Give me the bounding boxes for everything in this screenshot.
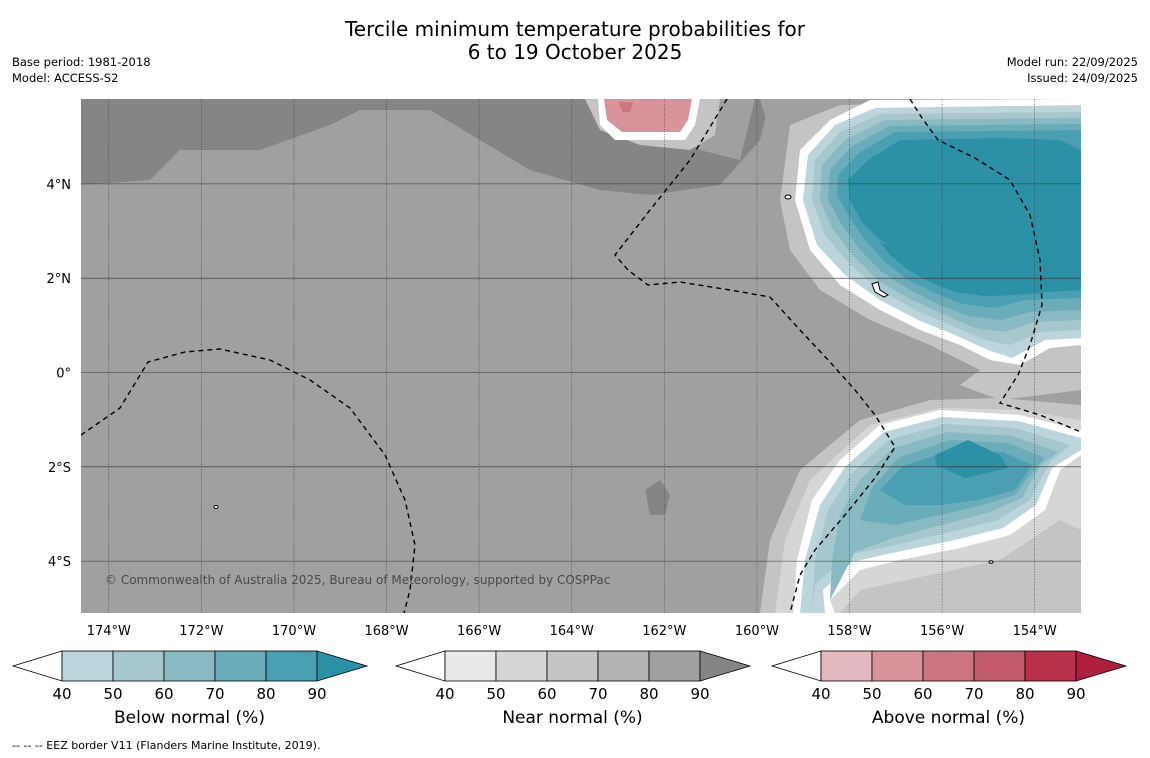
base-period-text: Base period: 1981-2018: [12, 55, 151, 69]
colorbar-segment: [648, 650, 701, 682]
colorbar-tick-label: 80: [639, 685, 658, 700]
colorbar-tick-label: 50: [862, 685, 881, 700]
islands: [213, 194, 994, 564]
model-run-text: Model run: 22/09/2025: [1006, 55, 1138, 69]
colorbar-tick-label: 50: [486, 685, 505, 700]
colorbar-segment: [112, 650, 165, 682]
lon-tick-label: 172°W: [179, 624, 223, 639]
lon-tick-label: 154°W: [1013, 624, 1057, 639]
title-line-2: 6 to 19 October 2025: [467, 40, 683, 64]
lon-tick-label: 174°W: [87, 624, 131, 639]
lon-tick-label: 160°W: [735, 624, 779, 639]
colorbar-segment: [444, 650, 497, 682]
colorbar-tick-label: 40: [52, 685, 71, 700]
colorbar-tick-label: 90: [307, 685, 326, 700]
probability-map: © Commonwealth of Australia 2025, Bureau…: [47, 99, 1081, 639]
eez-border-west: [81, 348, 416, 613]
island-cluster: [871, 281, 890, 298]
colorbar-tick-label: 80: [256, 685, 275, 700]
near-normal-90-patch-south: [645, 480, 670, 515]
colorbar-low-extend: [771, 650, 822, 682]
lon-tick-label: 168°W: [364, 624, 408, 639]
colorbar-tick-label: 90: [1066, 685, 1085, 700]
lat-tick-label: 2°S: [48, 461, 71, 476]
colorbar-label-below: Below normal (%): [114, 708, 265, 728]
colorbar-tick-label: 60: [537, 685, 556, 700]
meta-left: Base period: 1981-2018 Model: ACCESS-S2: [12, 54, 151, 86]
copyright-notice: © Commonwealth of Australia 2025, Bureau…: [105, 573, 610, 587]
colorbar-tick-label: 40: [811, 685, 830, 700]
lat-tick-label: 4°S: [48, 555, 71, 570]
colorbar-label-above: Above normal (%): [871, 708, 1026, 728]
eez-footnote: -- -- -- EEZ border V11 (Flanders Marine…: [12, 739, 321, 752]
graticule: [81, 99, 1081, 613]
colorbar-tick-label: 50: [103, 685, 122, 700]
island-southwest: [213, 505, 219, 509]
colorbar-high-extend: [316, 650, 369, 682]
colorbar-segment: [163, 650, 216, 682]
model-text: Model: ACCESS-S2: [12, 71, 119, 85]
lat-tick-label: 2°N: [47, 272, 72, 287]
lon-tick-label: 158°W: [827, 624, 871, 639]
eez-borders: [81, 99, 1081, 613]
near-normal-80-region-west: [81, 258, 185, 360]
lon-tick-label: 170°W: [272, 624, 316, 639]
colorbar-segment: [546, 650, 599, 682]
map-plot-area: © Commonwealth of Australia 2025, Bureau…: [81, 99, 1081, 613]
map-title: Tercile minimum temperature probabilitie…: [0, 18, 1150, 64]
lat-tick-label: 4°N: [47, 178, 72, 193]
colorbar-low-extend: [12, 650, 63, 682]
colorbar-tick-label: 90: [690, 685, 709, 700]
colorbar-tick-label: 40: [435, 685, 454, 700]
colorbar-segment: [871, 650, 924, 682]
colorbar-near: 40 50 60 70 80 90: [395, 650, 752, 700]
lon-tick-label: 162°W: [642, 624, 686, 639]
island-north: [784, 194, 792, 200]
lon-tick-label: 164°W: [550, 624, 594, 639]
colorbar-tick-label: 70: [205, 685, 224, 700]
island-southeast: [988, 560, 994, 564]
colorbar-segment: [597, 650, 650, 682]
colorbar-segment: [214, 650, 267, 682]
lon-tick-label: 166°W: [457, 624, 501, 639]
colorbar-segment: [922, 650, 975, 682]
colorbar-tick-label: 80: [1015, 685, 1034, 700]
below-normal-se-90: [935, 440, 1008, 478]
near-normal-80-region-south: [81, 455, 752, 613]
colorbar-segment: [1024, 650, 1077, 682]
colorbar-segment: [61, 650, 114, 682]
colorbar-above: 40 50 60 70 80 90: [771, 650, 1128, 700]
colorbar-low-extend: [395, 650, 446, 682]
title-line-1: Tercile minimum temperature probabilitie…: [344, 17, 806, 41]
lon-tick-label: 156°W: [920, 624, 964, 639]
colorbar-segment: [973, 650, 1026, 682]
eez-border-central: [614, 99, 896, 613]
above-normal-50-area: [604, 99, 692, 132]
colorbar-tick-label: 70: [588, 685, 607, 700]
issued-text: Issued: 24/09/2025: [1027, 71, 1138, 85]
above-normal-60-spot: [618, 102, 633, 112]
colorbar-tick-label: 70: [964, 685, 983, 700]
lat-tick-label: 0°: [56, 367, 71, 382]
axis-labels: 174°W 172°W 170°W 168°W 166°W 164°W 162°W 160°W…: [47, 178, 1057, 639]
colorbar-segment: [265, 650, 318, 682]
colorbar-tick-label: 60: [913, 685, 932, 700]
colorbar-label-near: Near normal (%): [502, 708, 643, 728]
colorbar-tick-label: 60: [154, 685, 173, 700]
colorbar-below: 40 50 60 70 80 90: [12, 650, 369, 700]
eez-border-east: [909, 99, 1081, 433]
colorbar-high-extend: [1075, 650, 1128, 682]
meta-right: Model run: 22/09/2025 Issued: 24/09/2025: [1007, 54, 1138, 86]
colorbar-high-extend: [699, 650, 752, 682]
colorbar-segment: [820, 650, 873, 682]
colorbar-segment: [495, 650, 548, 682]
below-normal-ne-90: [848, 138, 1081, 296]
